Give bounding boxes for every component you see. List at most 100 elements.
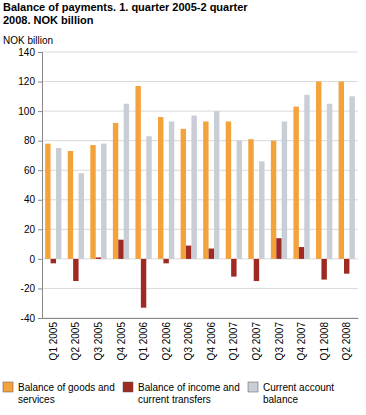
tick: Q3 2006 xyxy=(183,318,194,360)
tick-label: Q3 2006 xyxy=(183,322,194,361)
grid-line xyxy=(42,258,358,259)
tick: Q3 2005 xyxy=(93,318,104,360)
bar xyxy=(299,247,304,259)
grid-line xyxy=(42,140,358,141)
bar xyxy=(203,121,208,258)
legend-swatch xyxy=(3,382,13,392)
bar xyxy=(304,95,309,259)
tick: Q2 2005 xyxy=(70,318,81,360)
title: Balance of payments. 1. quarter 2005-2 q… xyxy=(3,1,248,26)
tick-mark xyxy=(38,82,42,83)
tick-label: 120 xyxy=(18,76,35,87)
legend-item: Current accountbalance xyxy=(248,382,334,405)
bar xyxy=(113,123,118,259)
tick-label: Q4 2006 xyxy=(206,322,217,361)
bar xyxy=(248,139,253,259)
tick: 140 xyxy=(18,47,42,58)
tick-label: Q2 2008 xyxy=(341,322,352,361)
tick: 80 xyxy=(24,135,42,146)
bar xyxy=(321,259,326,280)
tick-label: Q1 2008 xyxy=(319,322,330,361)
text-line: Balance of goods and xyxy=(18,382,115,393)
bar xyxy=(231,259,236,277)
tick-mark xyxy=(38,52,42,53)
bar xyxy=(349,96,354,259)
tick-label: 0 xyxy=(29,254,35,265)
bar xyxy=(135,86,140,259)
grid-line xyxy=(42,52,358,53)
tick-mark xyxy=(38,170,42,171)
bar xyxy=(237,141,242,259)
bar xyxy=(79,173,84,259)
legend-swatch xyxy=(248,382,258,392)
tick-label: 140 xyxy=(18,47,35,58)
bar xyxy=(56,148,61,259)
bar xyxy=(96,257,101,258)
tick-label: Q1 2005 xyxy=(48,322,59,361)
bar xyxy=(101,144,106,259)
bar xyxy=(214,111,219,259)
grid-line xyxy=(42,81,358,82)
bars xyxy=(45,82,355,308)
x-axis: Q1 2005 Q2 2005 Q3 2005 Q4 2005 Q1 2006 Q2 20… xyxy=(43,318,359,360)
tick-label: Q2 2005 xyxy=(70,322,81,361)
tick: 100 xyxy=(18,106,42,117)
bar xyxy=(344,259,349,274)
grid-line xyxy=(42,111,358,112)
plot: -40-20020406080100120140Q1 2005Q2 2005Q3… xyxy=(18,47,358,361)
bar xyxy=(124,104,129,259)
text-line: 2008. NOK billion xyxy=(3,14,94,26)
tick-label: 40 xyxy=(24,194,36,205)
axis-line xyxy=(43,318,359,319)
grid-line xyxy=(42,170,358,171)
bar xyxy=(118,240,123,259)
tick-label: Q1 2007 xyxy=(228,322,239,361)
text-line: services xyxy=(18,394,55,405)
tick-label: Q4 2007 xyxy=(296,322,307,361)
tick: Q1 2007 xyxy=(228,318,239,360)
bar xyxy=(73,259,78,281)
y-axis-title: NOK billion xyxy=(3,35,53,46)
legend-label: Balance of goods andservices xyxy=(18,382,115,405)
tick-label: -40 xyxy=(21,313,36,324)
bar xyxy=(181,129,186,259)
tick: Q4 2005 xyxy=(116,318,127,360)
tick: 60 xyxy=(24,165,42,176)
tick: Q1 2006 xyxy=(138,318,149,360)
tick-label: Q3 2005 xyxy=(93,322,104,361)
tick-label: -20 xyxy=(21,283,36,294)
grid-line xyxy=(42,229,358,230)
bar xyxy=(158,117,163,259)
bar xyxy=(327,104,332,259)
bar xyxy=(146,136,151,259)
bar xyxy=(209,249,214,259)
tick-mark xyxy=(38,111,42,112)
tick: Q1 2005 xyxy=(48,318,59,360)
bar xyxy=(51,259,56,263)
tick-label: Q2 2006 xyxy=(161,322,172,361)
bar xyxy=(141,259,146,308)
bar xyxy=(282,121,287,258)
tick-mark xyxy=(38,200,42,201)
tick-label: Q1 2006 xyxy=(138,322,149,361)
bar xyxy=(169,121,174,258)
text-line: balance xyxy=(263,394,298,405)
legend-label: Current accountbalance xyxy=(263,382,334,405)
tick-label: 80 xyxy=(24,135,36,146)
text-line: current transfers xyxy=(138,394,211,405)
tick-label: Q4 2005 xyxy=(116,322,127,361)
bar xyxy=(271,141,276,259)
tick-label: 60 xyxy=(24,165,36,176)
tick: Q2 2007 xyxy=(251,318,262,360)
legend-item: Balance of income andcurrent transfers xyxy=(123,382,240,405)
tick: -40 xyxy=(21,313,42,324)
bar xyxy=(316,82,321,259)
bar xyxy=(191,116,196,259)
grid-line xyxy=(42,288,358,289)
legend-item: Balance of goods andservices xyxy=(3,382,115,405)
tick-mark xyxy=(38,318,42,319)
tick-mark xyxy=(38,288,42,289)
bar xyxy=(226,121,231,258)
tick-mark xyxy=(38,141,42,142)
grid xyxy=(42,52,358,318)
